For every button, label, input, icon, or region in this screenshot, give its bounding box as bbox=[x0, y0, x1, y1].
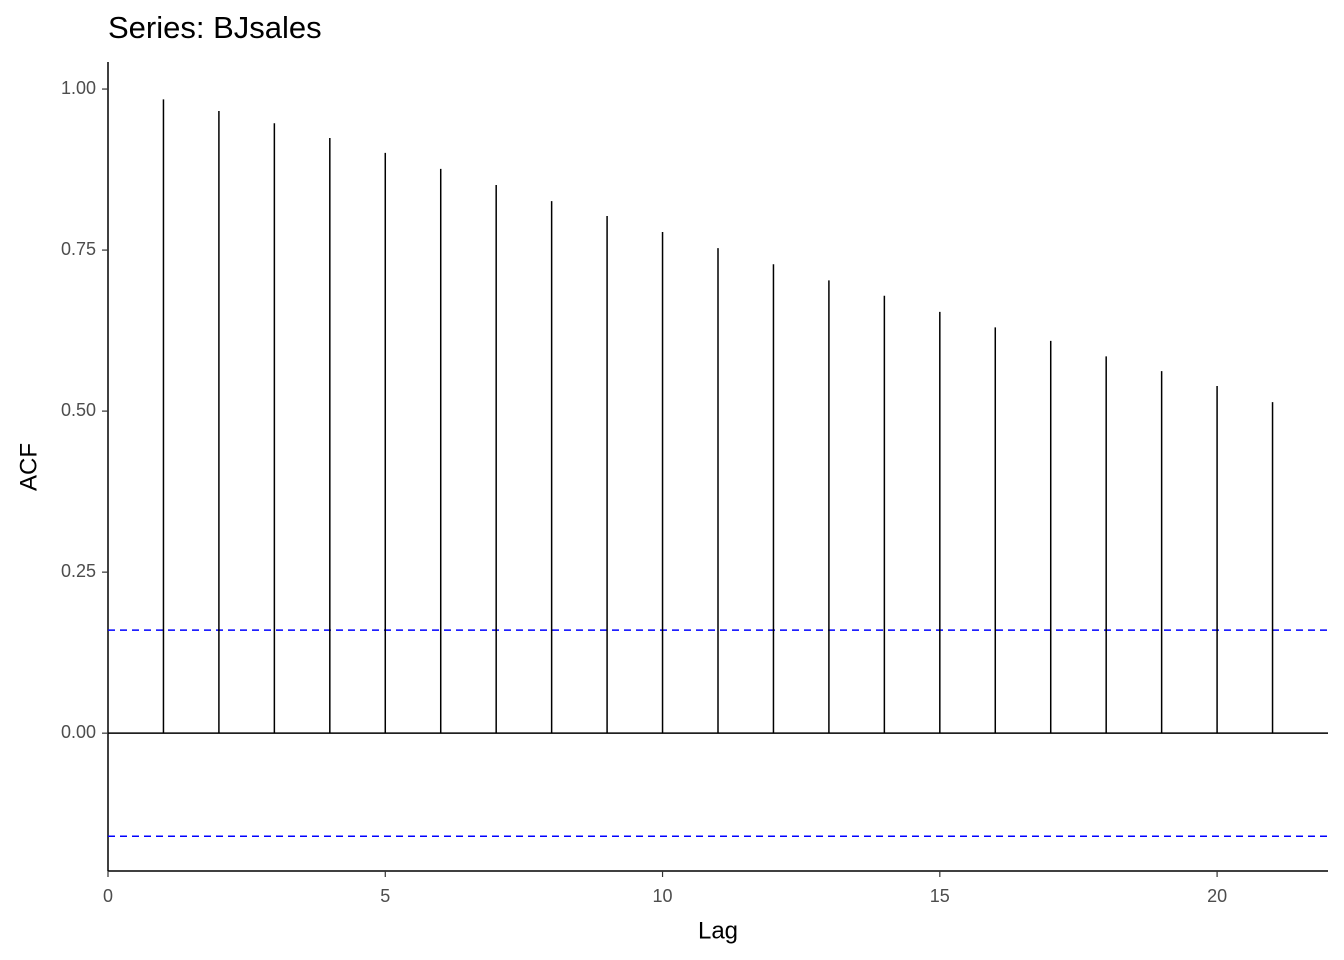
x-tick-label: 10 bbox=[653, 886, 673, 906]
x-axis-label: Lag bbox=[698, 917, 738, 944]
x-tick-label: 15 bbox=[930, 886, 950, 906]
x-tick-label: 20 bbox=[1207, 886, 1227, 906]
y-tick-label: 0.75 bbox=[61, 239, 96, 259]
y-tick-label: 0.00 bbox=[61, 722, 96, 742]
y-axis-label: ACF bbox=[15, 443, 42, 491]
x-tick-label: 0 bbox=[103, 886, 113, 906]
y-tick-label: 0.25 bbox=[61, 561, 96, 581]
y-tick-label: 0.50 bbox=[61, 400, 96, 420]
x-tick-label: 5 bbox=[380, 886, 390, 906]
chart-title: Series: BJsales bbox=[108, 10, 322, 45]
y-tick-label: 1.00 bbox=[61, 78, 96, 98]
